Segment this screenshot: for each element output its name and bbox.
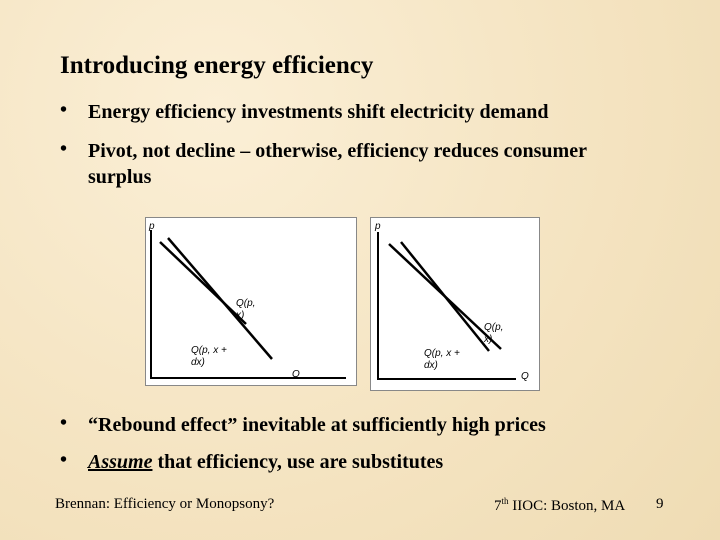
diagram: p Q Q(p, x) Q(p, x + dx)	[370, 217, 540, 391]
curve-label: Q(p, x + dx)	[191, 345, 227, 368]
bullet: • Pivot, not decline – otherwise, efficie…	[60, 138, 620, 190]
axis-label: Q	[292, 369, 300, 380]
axis-label: p	[375, 221, 381, 232]
curve-label: Q(p, x)	[484, 322, 504, 345]
axis-label: Q	[521, 371, 529, 382]
bullet-dot: •	[60, 412, 68, 434]
curve-label: Q(p, x)	[236, 298, 256, 321]
bullet-text: Energy efficiency investments shift elec…	[88, 101, 549, 123]
demand-curve	[159, 241, 247, 325]
curve-label: Q(p, x + dx)	[424, 348, 460, 371]
diagram-drawing	[377, 232, 516, 380]
footer-number: 7	[494, 498, 502, 514]
footer-right: 7th IIOC: Boston, MA	[494, 496, 625, 515]
page-number: 9	[656, 496, 664, 512]
bullet: • Energy efficiency investments shift ele…	[60, 99, 660, 125]
footer-suffix: th	[501, 496, 509, 506]
bullet-text: Assume that efficiency, use are substitu…	[88, 449, 660, 475]
footer-left: Brennan: Efficiency or Monopsony?	[55, 496, 275, 512]
bullet-dot: •	[60, 449, 68, 471]
demand-curve	[167, 237, 273, 360]
bullet-dot: •	[60, 138, 68, 160]
bullet: • “Rebound effect” inevitable at sufficie…	[60, 412, 660, 438]
bullet-dot: •	[60, 99, 68, 121]
slide-title: Introducing energy efficiency	[60, 52, 374, 79]
diagram: p Q Q(p, x) Q(p, x + dx)	[145, 217, 357, 386]
demand-curve	[400, 241, 490, 352]
footer-text: IIOC: Boston, MA	[508, 498, 626, 514]
bullet: • Assume that efficiency, use are substit…	[60, 449, 660, 475]
emphasis: Assume	[88, 451, 153, 473]
text: that efficiency, use are substitutes	[152, 451, 444, 473]
bullet-text: Pivot, not decline – otherwise, efficien…	[88, 140, 587, 188]
diagram-drawing	[150, 230, 346, 379]
bullet-text: “Rebound effect” inevitable at sufficien…	[88, 414, 546, 436]
axis-label: p	[149, 221, 155, 232]
